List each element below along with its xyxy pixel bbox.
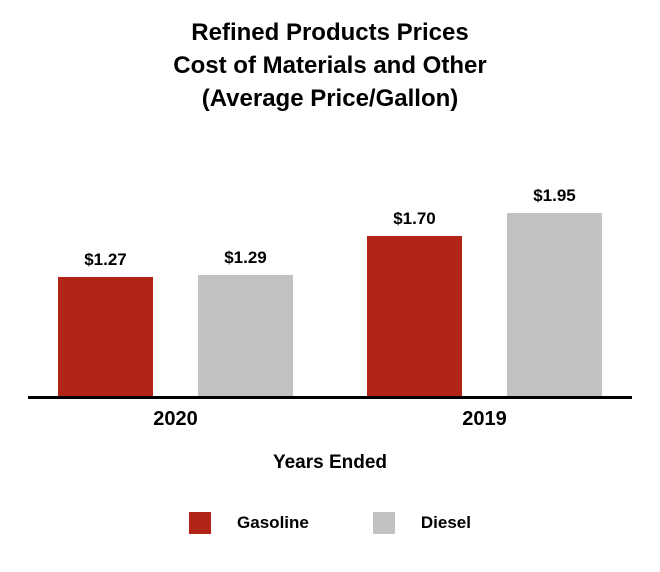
bar-value-label: $1.70 bbox=[393, 209, 436, 228]
x-tick-label: 2020 bbox=[153, 408, 198, 430]
bar-wrap: $1.95 bbox=[507, 186, 602, 396]
chart-title-line-1: Refined Products Prices bbox=[191, 19, 469, 46]
bar-wrap: $1.27 bbox=[58, 250, 153, 396]
legend-label: Gasoline bbox=[237, 513, 309, 532]
bar-wrap: $1.29 bbox=[198, 248, 293, 396]
bar-group-2020: $1.27 $1.29 bbox=[58, 248, 293, 396]
legend-item-gasoline: Gasoline bbox=[189, 512, 309, 534]
x-axis-ticks: 2020 2019 bbox=[28, 408, 632, 431]
bar-value-label: $1.27 bbox=[84, 250, 127, 269]
plot-area: $1.27 $1.29 $1.70 $1.95 bbox=[28, 160, 632, 399]
chart-title-line-3: (Average Price/Gallon) bbox=[201, 85, 459, 112]
legend-label: Diesel bbox=[420, 513, 471, 532]
chart-title: Refined Products Prices Cost of Material… bbox=[0, 0, 660, 115]
x-tick-label: 2019 bbox=[462, 408, 507, 430]
bar-diesel bbox=[507, 213, 602, 396]
legend: Gasoline Diesel bbox=[0, 512, 660, 534]
bar-wrap: $1.70 bbox=[367, 209, 462, 396]
bar-gasoline bbox=[58, 277, 153, 396]
legend-swatch-diesel bbox=[372, 512, 395, 534]
legend-item-diesel: Diesel bbox=[372, 512, 471, 534]
bar-group-2019: $1.70 $1.95 bbox=[367, 186, 602, 396]
bar-diesel bbox=[198, 275, 293, 396]
bar-gasoline bbox=[367, 236, 462, 396]
bar-value-label: $1.95 bbox=[533, 186, 576, 205]
bar-value-label: $1.29 bbox=[224, 248, 267, 267]
legend-swatch-gasoline bbox=[189, 512, 212, 534]
chart-title-line-2: Cost of Materials and Other bbox=[173, 52, 487, 79]
x-axis-title: Years Ended bbox=[272, 452, 388, 473]
